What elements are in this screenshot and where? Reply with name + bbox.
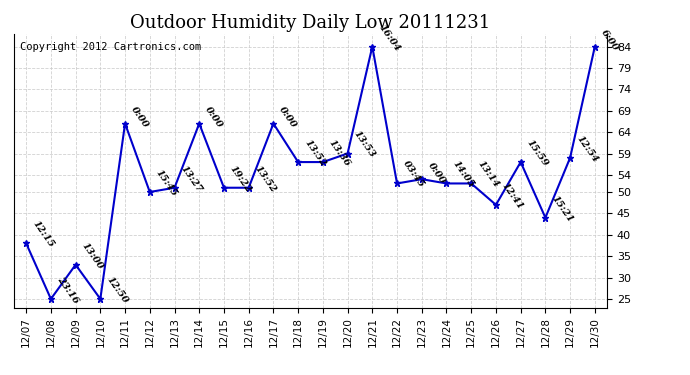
Text: 13:27: 13:27 (179, 164, 204, 194)
Title: Outdoor Humidity Daily Low 20111231: Outdoor Humidity Daily Low 20111231 (130, 14, 491, 32)
Text: 15:21: 15:21 (549, 194, 575, 224)
Text: 23:16: 23:16 (55, 275, 80, 305)
Text: 12:50: 12:50 (104, 275, 130, 305)
Text: 13:52: 13:52 (302, 138, 327, 168)
Text: 15:59: 15:59 (525, 138, 550, 168)
Text: 13:36: 13:36 (327, 138, 352, 168)
Text: 6:00: 6:00 (599, 28, 620, 53)
Text: 12:15: 12:15 (30, 219, 55, 249)
Text: 15:45: 15:45 (154, 168, 179, 198)
Text: 12:41: 12:41 (500, 181, 525, 211)
Text: 16:04: 16:04 (377, 22, 402, 53)
Text: 13:53: 13:53 (352, 129, 377, 160)
Text: 13:00: 13:00 (80, 241, 105, 271)
Text: 0:00: 0:00 (129, 105, 150, 130)
Text: 19:22: 19:22 (228, 164, 253, 194)
Text: 0:00: 0:00 (426, 160, 447, 185)
Text: 13:14: 13:14 (475, 159, 500, 190)
Text: Copyright 2012 Cartronics.com: Copyright 2012 Cartronics.com (20, 42, 201, 52)
Text: 0:00: 0:00 (277, 105, 299, 130)
Text: 14:05: 14:05 (451, 159, 475, 190)
Text: 0:00: 0:00 (204, 105, 224, 130)
Text: 03:45: 03:45 (401, 159, 426, 190)
Text: 13:52: 13:52 (253, 164, 278, 194)
Text: 12:54: 12:54 (574, 134, 599, 164)
